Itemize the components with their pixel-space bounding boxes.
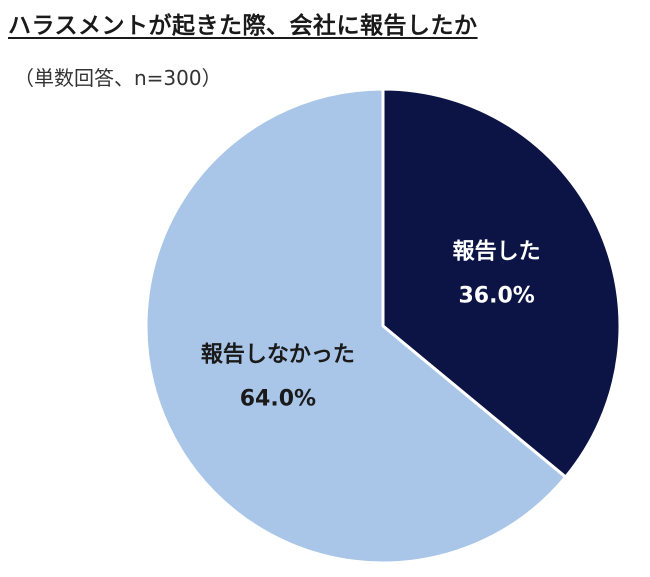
- slice-value-1: 64.0%: [240, 386, 316, 411]
- slice-label-1: 報告しなかった: [201, 341, 355, 367]
- slice-value-0: 36.0%: [458, 284, 534, 309]
- pie-slice-1: [144, 87, 568, 565]
- slice-label-0: 報告した: [453, 239, 541, 265]
- pie-slices: [144, 87, 622, 565]
- pie-labels: 報告した 36.0% 報告しなかった 64.0%: [201, 239, 541, 412]
- chart-subtitle: （単数回答、n=300）: [14, 66, 222, 90]
- pie-slice-0: [381, 87, 622, 479]
- chart-title: ハラスメントが起きた際、会社に報告したか: [8, 13, 478, 39]
